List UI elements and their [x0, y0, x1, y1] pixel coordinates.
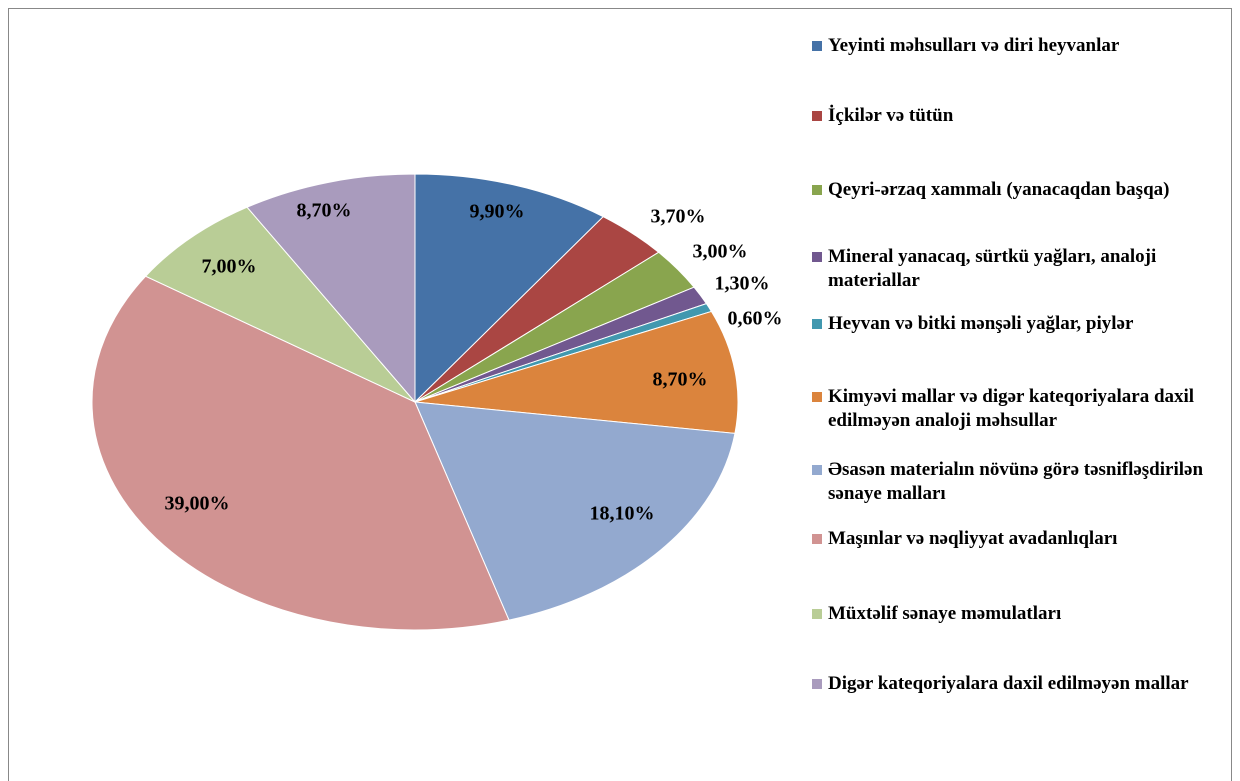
pie-slice: [414, 173, 605, 404]
data-label: 39,00%: [165, 493, 230, 515]
data-label: 1,30%: [715, 273, 770, 295]
data-label: 0,60%: [728, 308, 783, 330]
legend-swatch: [812, 185, 822, 195]
legend-swatch: [812, 41, 822, 51]
legend-entry: Yeyinti məhsulları və diri heyvanlar: [812, 34, 1232, 58]
legend-label: Heyvan və bitki mənşəli yağlar, piylər: [828, 313, 1134, 334]
legend-entry: Müxtəlif sənaye məmulatları: [812, 602, 1232, 626]
legend-swatch: [812, 319, 822, 329]
legend-label: Kimyəvi mallar və digər kateqoriyalara d…: [828, 386, 1195, 431]
pie-slice: [91, 275, 510, 631]
legend-swatch: [812, 609, 822, 619]
data-label: 18,10%: [590, 503, 655, 525]
legend-swatch: [812, 534, 822, 544]
data-label: 9,90%: [470, 201, 525, 223]
pie-slice: [246, 173, 416, 404]
legend-label: Müxtəlif sənaye məmulatları: [828, 603, 1062, 624]
legend-entry: İçkilər və tütün: [812, 104, 1232, 128]
legend-entry: Əsasən materialın növünə görə təsnifləşd…: [812, 458, 1232, 506]
legend-label: Əsasən materialın növünə görə təsnifləşd…: [828, 459, 1204, 504]
data-label: 7,00%: [202, 256, 257, 278]
pie-slice: [414, 401, 736, 621]
data-label: 8,70%: [653, 369, 708, 391]
legend-swatch: [812, 679, 822, 689]
data-label: 8,70%: [297, 200, 352, 222]
legend-label: Mineral yanacaq, sürtkü yağları, analoji…: [828, 246, 1157, 291]
legend-label: Yeyinti məhsulları və diri heyvanlar: [828, 35, 1120, 56]
legend-swatch: [812, 111, 822, 121]
legend-swatch: [812, 252, 822, 262]
legend-entry: Mineral yanacaq, sürtkü yağları, analoji…: [812, 245, 1232, 293]
pie-slice: [414, 310, 739, 434]
pie-slice: [144, 206, 416, 403]
legend-label: Digər kateqoriyalara daxil edilməyən mal…: [828, 673, 1189, 694]
legend-label: Maşınlar və nəqliyyat avadanlıqları: [828, 528, 1118, 549]
legend-swatch: [812, 465, 822, 475]
data-label: 3,00%: [693, 241, 748, 263]
legend-label: İçkilər və tütün: [828, 105, 954, 126]
frame: [8, 8, 1232, 781]
legend-entry: Qeyri-ərzaq xammalı (yanacaqdan başqa): [812, 178, 1232, 202]
legend-entry: Heyvan və bitki mənşəli yağlar, piylər: [812, 312, 1232, 336]
data-label: 3,70%: [651, 206, 706, 228]
legend-entry: Maşınlar və nəqliyyat avadanlıqları: [812, 527, 1232, 551]
legend-label: Qeyri-ərzaq xammalı (yanacaqdan başqa): [828, 179, 1170, 200]
legend-entry: Digər kateqoriyalara daxil edilməyən mal…: [812, 672, 1232, 696]
legend-entry: Kimyəvi mallar və digər kateqoriyalara d…: [812, 385, 1232, 433]
legend-swatch: [812, 392, 822, 402]
